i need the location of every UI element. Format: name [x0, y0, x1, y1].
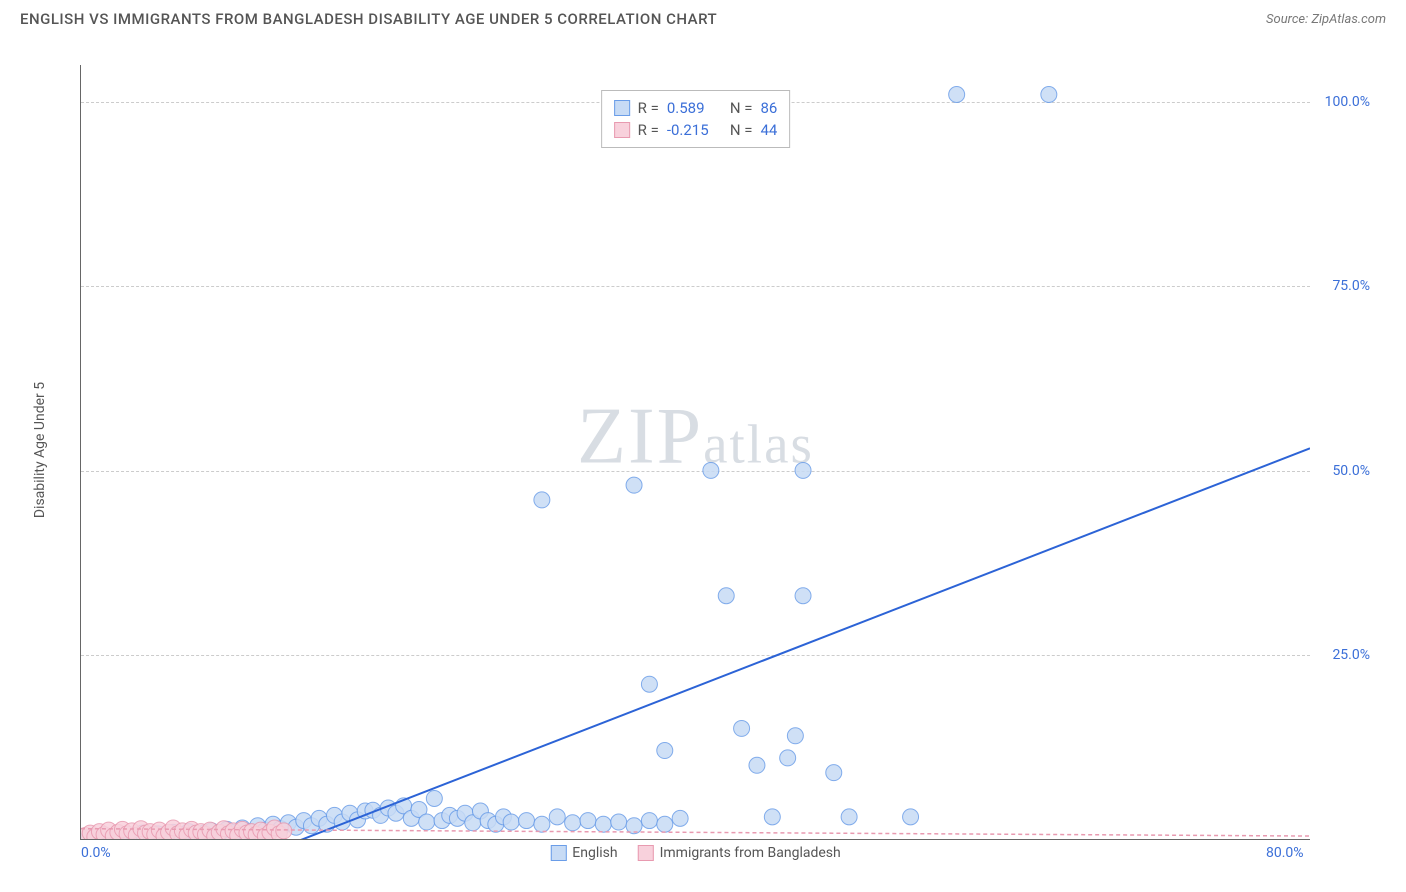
data-point — [580, 813, 596, 829]
legend-r-label: R = — [638, 121, 659, 139]
data-point — [734, 720, 750, 736]
scatter-plot — [81, 65, 1310, 839]
correlation-legend: R = 0.589 N = 86 R = -0.215 N = 44 — [601, 90, 791, 148]
y-axis-label: Disability Age Under 5 — [32, 382, 48, 518]
data-point — [749, 757, 765, 773]
data-point — [795, 588, 811, 604]
series-label: English — [572, 845, 617, 861]
data-point — [549, 809, 565, 825]
data-point — [276, 823, 292, 839]
data-point — [841, 809, 857, 825]
legend-row: R = 0.589 N = 86 — [614, 97, 778, 119]
data-point — [534, 492, 550, 508]
legend-n-value: 86 — [760, 99, 777, 117]
data-point — [703, 462, 719, 478]
legend-swatch — [550, 845, 566, 861]
y-tick-label: 100.0% — [1325, 94, 1370, 110]
chart-title: ENGLISH VS IMMIGRANTS FROM BANGLADESH DI… — [20, 10, 717, 28]
data-point — [519, 813, 535, 829]
data-point — [949, 86, 965, 102]
legend-n-label: N = — [730, 121, 753, 139]
data-point — [419, 814, 435, 830]
data-point — [764, 809, 780, 825]
series-legend: English Immigrants from Bangladesh — [550, 845, 840, 861]
data-point — [718, 588, 734, 604]
data-point — [780, 750, 796, 766]
header: ENGLISH VS IMMIGRANTS FROM BANGLADESH DI… — [0, 0, 1406, 33]
legend-r-value: -0.215 — [667, 121, 722, 139]
data-point — [1041, 86, 1057, 102]
data-point — [795, 462, 811, 478]
legend-r-label: R = — [638, 99, 659, 117]
data-point — [565, 815, 581, 831]
data-point — [503, 814, 519, 830]
data-point — [787, 728, 803, 744]
y-tick-label: 25.0% — [1332, 647, 1370, 663]
legend-row: R = -0.215 N = 44 — [614, 119, 778, 141]
legend-swatch — [638, 845, 654, 861]
y-tick-label: 50.0% — [1332, 463, 1370, 479]
legend-swatch — [614, 122, 630, 138]
source-attribution: Source: ZipAtlas.com — [1266, 12, 1386, 27]
data-point — [903, 809, 919, 825]
series-legend-item: English — [550, 845, 617, 861]
legend-n-value: 44 — [760, 121, 777, 139]
data-point — [826, 765, 842, 781]
data-point — [426, 790, 442, 806]
data-point — [657, 743, 673, 759]
series-legend-item: Immigrants from Bangladesh — [638, 845, 841, 861]
legend-swatch — [614, 100, 630, 116]
data-point — [672, 810, 688, 826]
chart-container: Disability Age Under 5 ZIPatlas R = 0.58… — [50, 40, 1370, 860]
data-point — [595, 816, 611, 832]
data-point — [611, 814, 627, 830]
data-point — [626, 477, 642, 493]
plot-area: ZIPatlas R = 0.589 N = 86 R = -0.215 N =… — [80, 65, 1310, 840]
trendline — [265, 448, 1310, 839]
x-tick-label: 0.0% — [81, 845, 111, 861]
data-point — [641, 813, 657, 829]
data-point — [657, 816, 673, 832]
legend-r-value: 0.589 — [667, 99, 722, 117]
legend-n-label: N = — [730, 99, 753, 117]
data-point — [641, 676, 657, 692]
y-tick-label: 75.0% — [1332, 278, 1370, 294]
series-label: Immigrants from Bangladesh — [660, 845, 841, 861]
data-point — [534, 816, 550, 832]
x-tick-label: 80.0% — [1266, 845, 1304, 861]
